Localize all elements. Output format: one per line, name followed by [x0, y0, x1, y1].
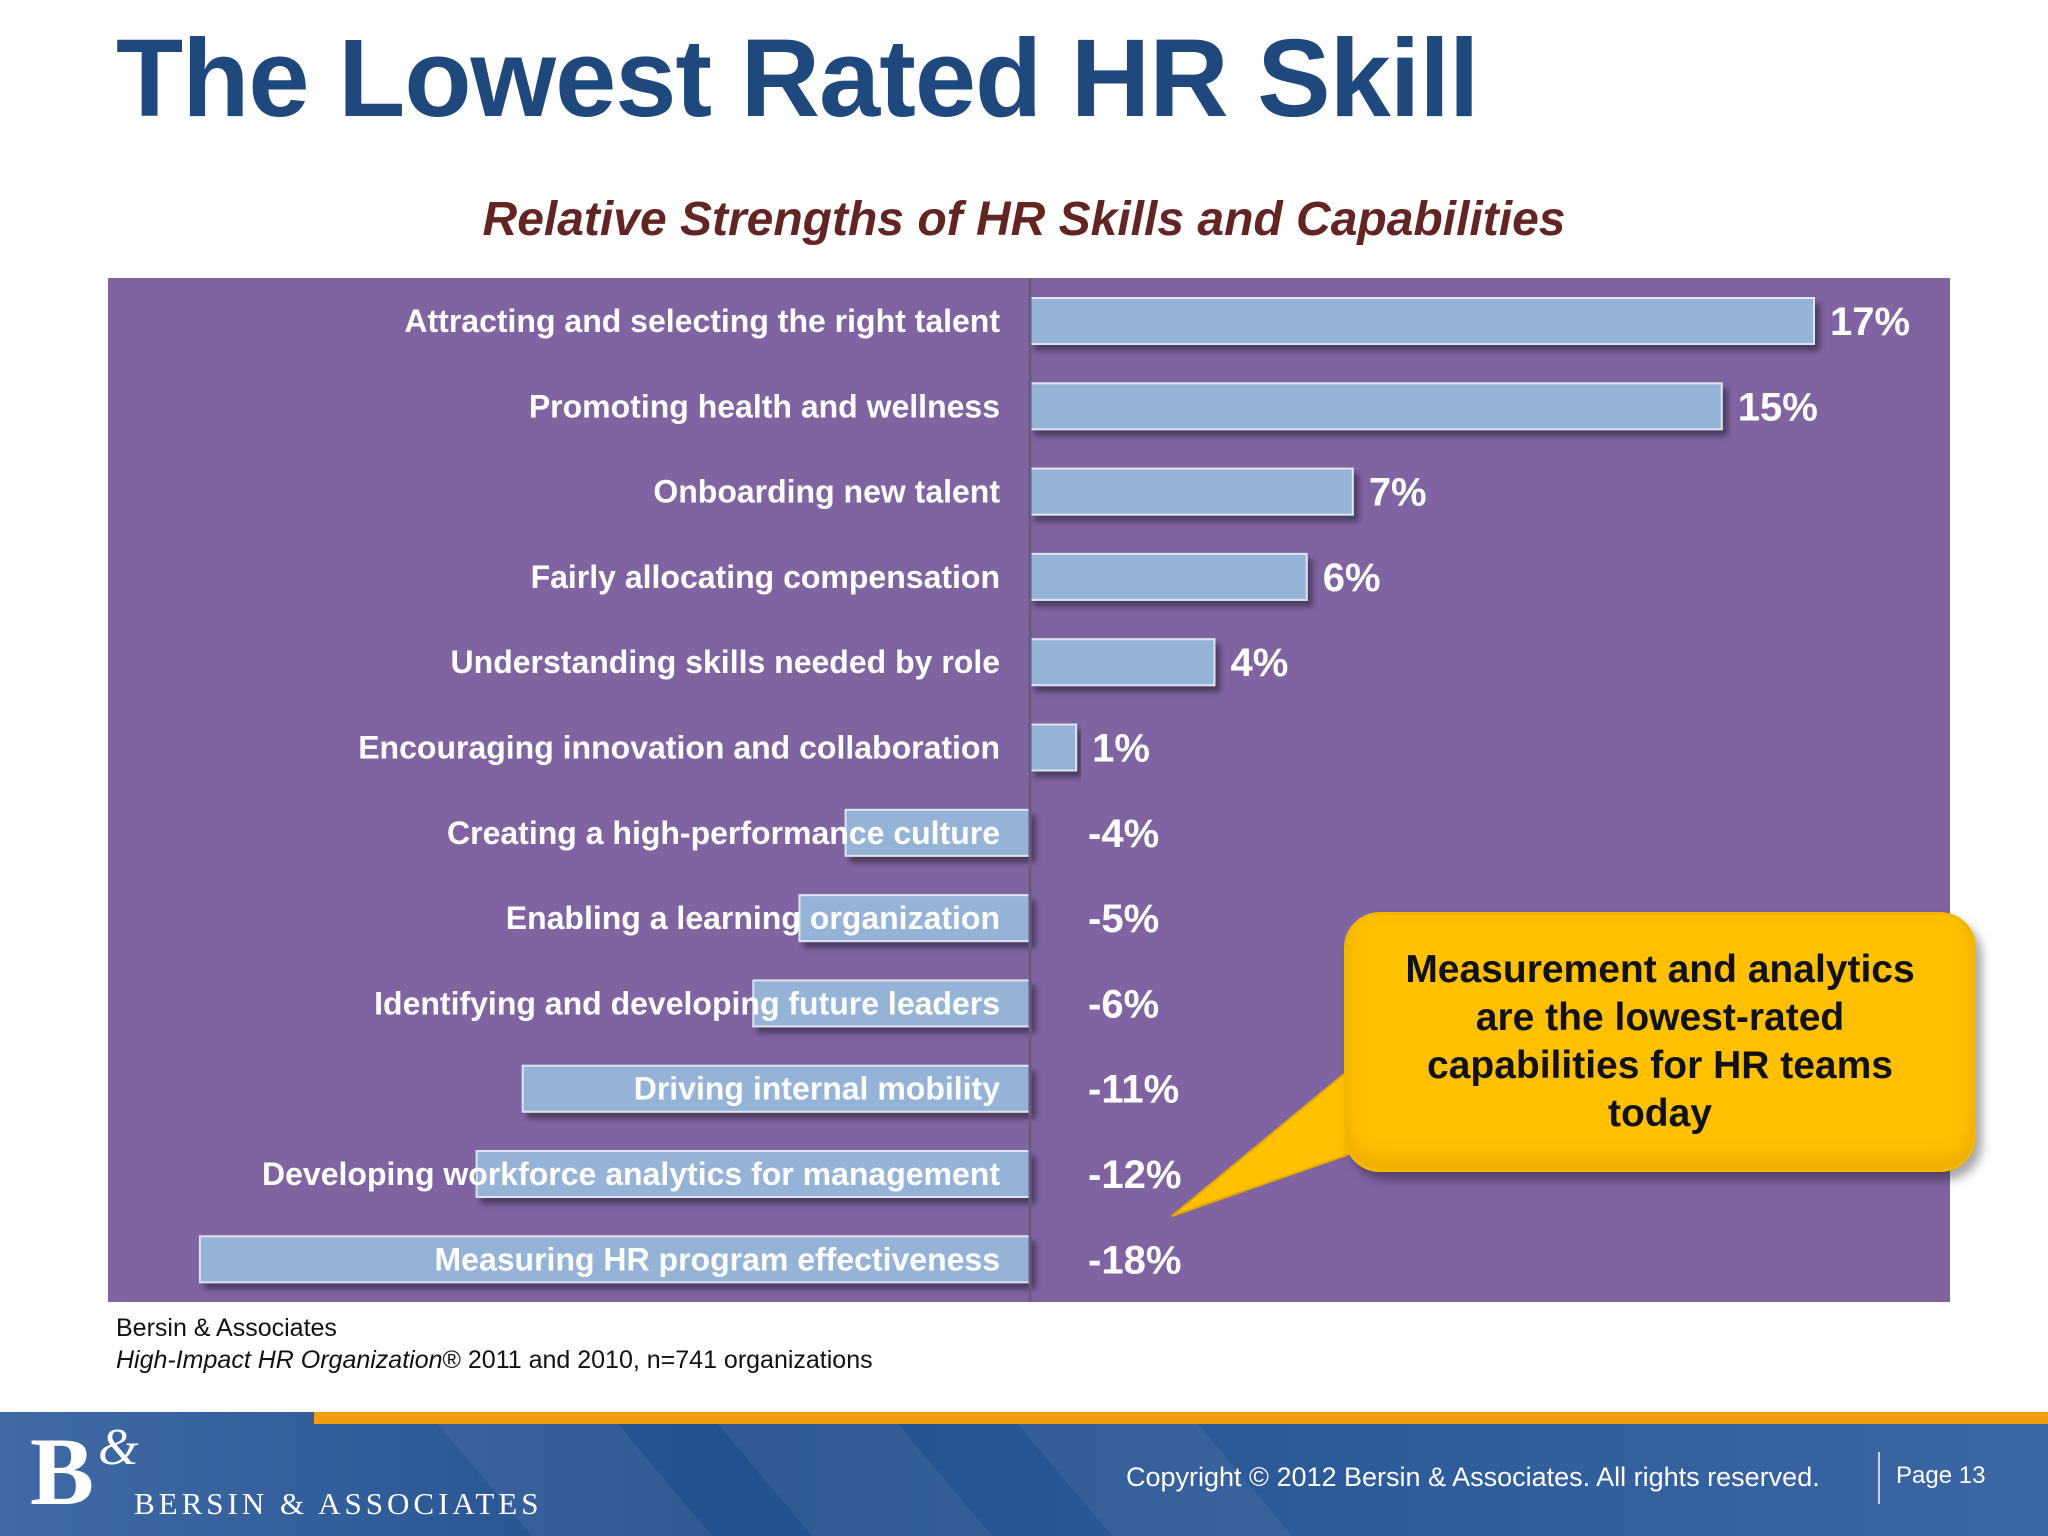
bar [1029, 297, 1815, 345]
footer-accent-stripe [314, 1412, 2048, 1424]
category-label: Measuring HR program effectiveness [435, 1241, 1001, 1277]
category-label: Developing workforce analytics for manag… [262, 1156, 1000, 1192]
data-label: 15% [1738, 385, 1818, 429]
logo-letter: B [30, 1418, 95, 1525]
category-label: Promoting health and wellness [529, 388, 1000, 424]
chart-title: Relative Strengths of HR Skills and Capa… [482, 193, 1566, 246]
data-label: -12% [1088, 1153, 1181, 1197]
data-label: 17% [1830, 300, 1910, 344]
category-label: Onboarding new talent [653, 474, 1000, 510]
bar [1029, 467, 1354, 516]
footer-divider [1878, 1452, 1880, 1504]
category-label: Enabling a learning organization [506, 900, 1000, 936]
data-label: 7% [1369, 471, 1427, 515]
data-label: 4% [1230, 641, 1288, 685]
bar [752, 979, 1031, 1028]
data-label: -4% [1088, 812, 1159, 856]
bar [1029, 638, 1216, 687]
data-label: 6% [1323, 556, 1381, 600]
data-label: -6% [1088, 982, 1159, 1026]
copyright-text: Copyright © 2012 Bersin & Associates. Al… [1126, 1462, 1820, 1492]
category-label: Identifying and developing future leader… [374, 985, 1000, 1021]
bar [1029, 723, 1078, 772]
bar [1029, 552, 1308, 601]
source-publication: High-Impact HR Organization [116, 1346, 443, 1374]
footer-bar [0, 1412, 2048, 1536]
bar [798, 894, 1031, 943]
callout-box: Measurement and analytics are the lowest… [1344, 912, 1976, 1172]
category-label: Driving internal mobility [634, 1071, 1000, 1107]
data-label: -18% [1088, 1238, 1181, 1282]
source-line-1: Bersin & Associates [116, 1314, 337, 1342]
category-label: Attracting and selecting the right talen… [404, 303, 1000, 339]
category-label: Understanding skills needed by role [451, 644, 1000, 680]
data-label: -5% [1088, 897, 1159, 941]
source-line-2: High-Impact HR Organization® 2011 and 20… [116, 1344, 873, 1376]
logo-ampersand: & [98, 1419, 139, 1476]
category-label: Fairly allocating compensation [531, 559, 1000, 595]
category-label: Encouraging innovation and collaboration [358, 730, 1000, 766]
source-details: ® 2011 and 2010, n=741 organizations [442, 1346, 873, 1374]
bar [1029, 382, 1723, 431]
category-label: Creating a high-performance culture [447, 815, 1000, 851]
bar [521, 1064, 1031, 1113]
callout-text: Measurement and analytics are the lowest… [1405, 948, 1915, 1135]
bar [475, 1150, 1031, 1198]
bar [198, 1235, 1032, 1284]
data-label: -11% [1088, 1068, 1179, 1112]
source-note: Bersin & Associates High-Impact HR Organ… [116, 1312, 873, 1376]
logo-wordmark: BERSIN & ASSOCIATES [134, 1486, 543, 1521]
data-label: 1% [1092, 727, 1150, 771]
page-number: Page 13 [1896, 1462, 1986, 1489]
footer-decoration [707, 1412, 993, 1536]
slide-title: The Lowest Rated HR Skill [116, 17, 1479, 140]
